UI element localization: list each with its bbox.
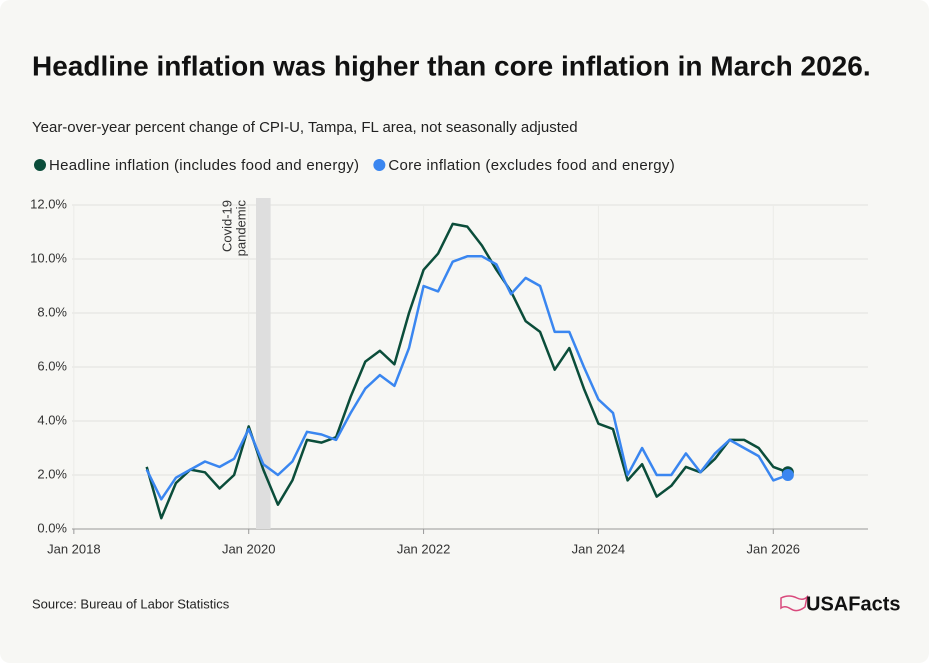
annotation-band xyxy=(256,198,271,529)
x-tick-label: Jan 2022 xyxy=(397,541,451,556)
y-tick-label: 10.0% xyxy=(30,250,67,265)
x-tick-label: Jan 2026 xyxy=(747,541,801,556)
legend-swatch xyxy=(34,159,46,171)
brand-icon xyxy=(780,594,809,612)
x-tick-label: Jan 2024 xyxy=(572,541,626,556)
y-tick-label: 8.0% xyxy=(37,304,67,319)
y-tick-label: 4.0% xyxy=(37,412,67,427)
chart-title: Headline inflation was higher than core … xyxy=(32,50,871,81)
legend-label: Core inflation (excludes food and energy… xyxy=(388,157,675,174)
x-tick-label: Jan 2020 xyxy=(222,541,276,556)
y-tick-label: 6.0% xyxy=(37,358,67,373)
chart-subtitle: Year-over-year percent change of CPI-U, … xyxy=(32,119,578,136)
legend-label: Headline inflation (includes food and en… xyxy=(49,157,359,174)
brand-logo: USAFacts xyxy=(780,593,900,615)
y-tick-label: 12.0% xyxy=(30,196,67,211)
series-line xyxy=(145,255,789,501)
end-point xyxy=(781,469,794,481)
y-tick-label: 0.0% xyxy=(37,520,67,535)
source: Source: Bureau of Labor Statistics xyxy=(32,596,230,611)
brand: USAFacts xyxy=(806,593,900,615)
annotation-text: Covid-19 xyxy=(219,200,234,252)
x-tick-label: Jan 2018 xyxy=(47,541,101,556)
y-tick-label: 2.0% xyxy=(37,466,67,481)
annotation-text: pandemic xyxy=(233,200,248,257)
legend-swatch xyxy=(373,159,386,171)
